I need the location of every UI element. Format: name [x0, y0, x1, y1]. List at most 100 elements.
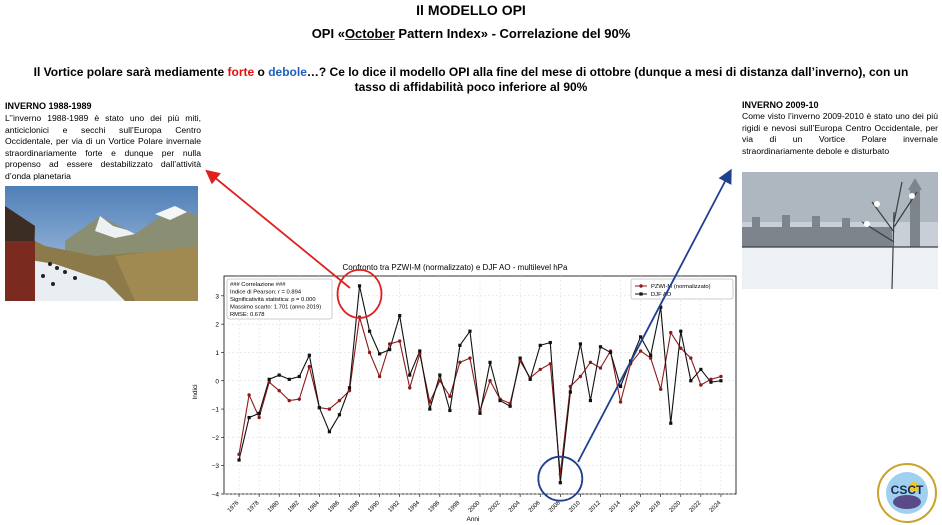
x-tick-label: 1994	[407, 500, 421, 514]
data-point-pzwi-m	[387, 342, 392, 346]
data-point-pzwi-m	[327, 407, 332, 411]
data-point-djf-ao	[287, 377, 291, 381]
data-point-djf-ao	[709, 380, 713, 384]
data-point-djf-ao	[408, 373, 412, 377]
data-point-pzwi-m	[287, 398, 291, 403]
photo-winter-2009-snowy-london	[742, 172, 938, 289]
y-tick-label: 0	[215, 378, 219, 385]
data-point-pzwi-m	[588, 360, 593, 365]
y-tick-label: 3	[215, 293, 219, 300]
data-point-pzwi-m	[689, 356, 693, 360]
line-chart: Confronto tra PZWI-M (normalizzato) e DJ…	[192, 263, 737, 523]
data-point-djf-ao	[628, 359, 633, 363]
data-point-djf-ao	[347, 386, 352, 390]
data-point-djf-ao	[679, 329, 683, 333]
x-tick-label: 2020	[669, 500, 683, 514]
left-panel-heading: INVERNO 1988-1989	[5, 101, 92, 111]
x-tick-label: 2014	[608, 500, 622, 514]
data-point-pzwi-m	[719, 374, 723, 379]
x-tick-label: 2016	[628, 500, 642, 514]
data-point-pzwi-m	[508, 401, 512, 406]
data-point-pzwi-m	[709, 377, 713, 382]
x-tick-label: 1998	[448, 500, 462, 514]
data-point-djf-ao	[618, 384, 623, 389]
data-point-djf-ao	[689, 379, 693, 383]
data-point-djf-ao	[388, 348, 392, 352]
csct-logo: CSCT	[877, 463, 937, 523]
x-tick-label: 1982	[287, 500, 301, 514]
data-point-djf-ao	[337, 413, 342, 417]
x-tick-label: 1992	[387, 500, 401, 514]
x-tick-label: 1980	[267, 500, 281, 514]
left-panel-text: L’’inverno 1988-1989 è stato uno dei più…	[5, 113, 201, 181]
data-point-djf-ao	[297, 374, 301, 379]
data-point-pzwi-m	[679, 346, 683, 350]
data-point-djf-ao	[538, 343, 542, 347]
y-axis-label: Indici	[192, 384, 199, 399]
chart-title: Confronto tra PZWI-M (normalizzato) e DJ…	[343, 263, 569, 272]
data-point-djf-ao	[418, 349, 422, 353]
data-point-djf-ao	[277, 373, 281, 377]
x-tick-label: 1984	[307, 500, 321, 514]
data-point-pzwi-m	[568, 384, 573, 389]
data-point-djf-ao	[317, 406, 321, 410]
legend-marker	[639, 292, 643, 296]
data-point-pzwi-m	[267, 380, 271, 384]
x-tick-label: 2012	[588, 500, 602, 514]
x-tick-label: 2024	[709, 500, 723, 514]
x-tick-label: 2006	[528, 500, 542, 514]
data-point-djf-ao	[367, 329, 372, 333]
data-point-djf-ao	[357, 284, 362, 288]
y-tick-label: −2	[212, 435, 220, 442]
data-point-pzwi-m	[458, 360, 462, 365]
right-panel-text: Come visto l’inverno 2009-2010 è stato u…	[742, 111, 938, 156]
data-point-djf-ao	[558, 481, 562, 485]
data-point-djf-ao	[498, 398, 502, 403]
data-point-pzwi-m	[468, 356, 472, 360]
data-point-djf-ao	[588, 398, 593, 403]
data-point-pzwi-m	[347, 388, 352, 393]
stats-line: Massimo scarto: 1.701 (anno 2019)	[230, 305, 321, 311]
legend-label: PZWI-M (normalizzato)	[651, 284, 711, 290]
x-tick-label: 2002	[488, 500, 502, 514]
y-tick-label: 2	[215, 322, 219, 329]
data-point-djf-ao	[488, 360, 492, 364]
data-point-pzwi-m	[307, 364, 312, 369]
page-subtitle: OPI «October Pattern Index» - Correlazio…	[311, 26, 631, 41]
data-point-pzwi-m	[669, 330, 673, 335]
y-tick-label: −1	[212, 407, 220, 414]
data-point-pzwi-m	[297, 397, 301, 401]
data-point-pzwi-m	[598, 366, 603, 370]
data-point-pzwi-m	[538, 367, 542, 372]
y-tick-label: 1	[215, 350, 219, 357]
data-point-djf-ao	[257, 411, 261, 415]
word-forte: forte	[227, 65, 255, 79]
data-point-pzwi-m	[247, 393, 251, 397]
data-point-djf-ao	[578, 342, 582, 346]
legend-label: DJF AO	[651, 292, 672, 298]
data-point-djf-ao	[247, 415, 251, 420]
data-point-djf-ao	[378, 352, 382, 356]
data-point-pzwi-m	[699, 383, 703, 387]
right-panel-heading: INVERNO 2009-10	[742, 100, 819, 110]
data-point-pzwi-m	[488, 379, 492, 383]
data-point-djf-ao	[307, 353, 311, 357]
data-point-pzwi-m	[408, 386, 412, 390]
data-point-pzwi-m	[578, 374, 583, 379]
headline: Il Vortice polare sarà mediamente forte …	[33, 65, 909, 94]
x-tick-label: 2010	[568, 500, 582, 514]
page-title: Il MODELLO OPI	[416, 2, 526, 18]
data-point-djf-ao	[608, 350, 613, 355]
x-tick-label: 2008	[548, 500, 562, 514]
x-tick-label: 1990	[367, 500, 381, 514]
word-debole: debole	[268, 65, 307, 79]
y-tick-label: −3	[212, 463, 220, 470]
x-tick-label: 2018	[648, 500, 662, 514]
data-point-pzwi-m	[428, 400, 432, 404]
data-point-djf-ao	[548, 340, 552, 345]
data-point-djf-ao	[428, 407, 432, 411]
x-tick-label: 1978	[247, 500, 261, 514]
stats-line: Significatività statistica: p = 0.000	[230, 297, 316, 303]
data-point-djf-ao	[448, 408, 452, 413]
x-tick-label: 2022	[689, 500, 703, 514]
